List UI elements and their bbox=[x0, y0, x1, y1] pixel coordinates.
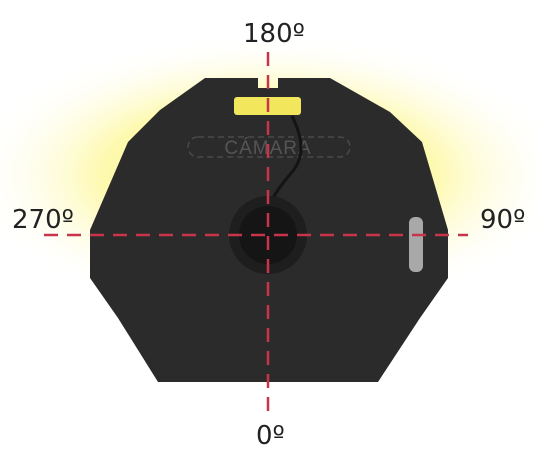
orientation-label-top: 180º bbox=[243, 19, 305, 49]
orientation-label-bottom: 0º bbox=[256, 421, 285, 451]
orientation-label-right: 90º bbox=[480, 205, 526, 235]
side-button bbox=[409, 217, 423, 272]
orientation-label-left: 270º bbox=[12, 205, 74, 235]
lens bbox=[239, 206, 297, 264]
